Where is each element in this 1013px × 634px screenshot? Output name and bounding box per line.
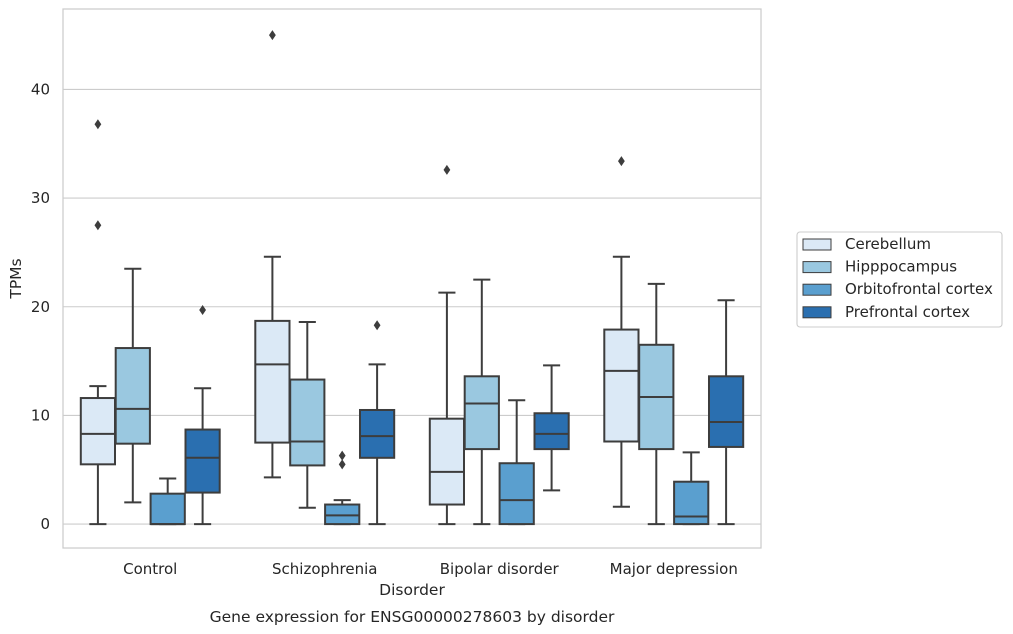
- box-hipppocampus: [289, 320, 326, 509]
- box-prefrontal-cortex: [184, 305, 221, 526]
- box-groups: [79, 30, 745, 526]
- box-body: [184, 428, 221, 494]
- legend-label: Cerebellum: [845, 235, 931, 253]
- outlier-point: [618, 156, 625, 167]
- box-orbitofrontal-cortex: [324, 450, 361, 526]
- y-tick-label: 20: [31, 298, 50, 316]
- box-orbitofrontal-cortex: [498, 399, 535, 526]
- box-hipppocampus: [463, 278, 500, 526]
- outlier-point: [94, 119, 102, 130]
- box-body: [498, 462, 535, 526]
- y-tick-label: 0: [40, 515, 50, 533]
- legend-label: Orbitofrontal cortex: [845, 280, 993, 298]
- legend-label: Prefrontal cortex: [845, 303, 970, 321]
- box-body: [79, 397, 117, 466]
- x-tick-label: Schizophrenia: [272, 560, 377, 578]
- box-prefrontal-cortex: [707, 299, 745, 526]
- box-orbitofrontal-cortex: [673, 451, 710, 526]
- legend-swatch: [802, 238, 832, 251]
- box-body: [324, 503, 361, 526]
- legend-swatch: [802, 283, 832, 296]
- box-orbitofrontal-cortex: [149, 477, 186, 526]
- box-body: [673, 480, 710, 526]
- chart-title: Gene expression for ENSG00000278603 by d…: [210, 608, 615, 626]
- y-tick-label: 10: [31, 406, 50, 424]
- box-cerebellum: [254, 30, 291, 479]
- legend-label: Hipppocampus: [845, 258, 957, 276]
- box-body: [463, 375, 500, 451]
- box-cerebellum: [603, 156, 640, 508]
- box-cerebellum: [428, 164, 466, 526]
- legend: Cerebellum Hipppocampus Orbitofrontal cort…: [796, 231, 1003, 328]
- x-tick-label: Control: [123, 560, 177, 578]
- legend-swatch: [802, 306, 832, 319]
- y-tick-label: 30: [31, 189, 50, 207]
- box-body: [428, 417, 466, 506]
- box-hipppocampus: [114, 267, 151, 504]
- box-body: [114, 347, 151, 445]
- outlier-point: [373, 320, 381, 331]
- axis-ticks: 0 10 20 30 40 Control Schizophrenia Bipolar dis…: [31, 80, 738, 578]
- outlier-point: [94, 220, 102, 231]
- box-cerebellum: [79, 119, 117, 526]
- x-axis-label: Disorder: [379, 581, 445, 599]
- outlier-point: [269, 30, 276, 41]
- box-prefrontal-cortex: [358, 320, 396, 526]
- outlier-point: [443, 164, 451, 175]
- box-body: [149, 492, 186, 526]
- outlier-point: [338, 459, 346, 470]
- y-tick-label: 40: [31, 80, 50, 98]
- x-tick-label: Major depression: [610, 560, 738, 578]
- legend-box: [796, 231, 1003, 328]
- x-tick-label: Bipolar disorder: [440, 560, 560, 578]
- box-body: [289, 378, 326, 467]
- box-body: [603, 328, 640, 443]
- y-axis-label: TPMs: [7, 258, 25, 299]
- box-body: [358, 408, 396, 459]
- box-prefrontal-cortex: [533, 364, 570, 492]
- plot-frame: [62, 8, 762, 549]
- outlier-point: [338, 450, 346, 461]
- box-body: [254, 319, 291, 444]
- box-hipppocampus: [638, 282, 675, 526]
- box-body: [707, 375, 745, 448]
- legend-swatch: [802, 261, 832, 274]
- outlier-point: [199, 305, 206, 316]
- box-body: [533, 412, 570, 451]
